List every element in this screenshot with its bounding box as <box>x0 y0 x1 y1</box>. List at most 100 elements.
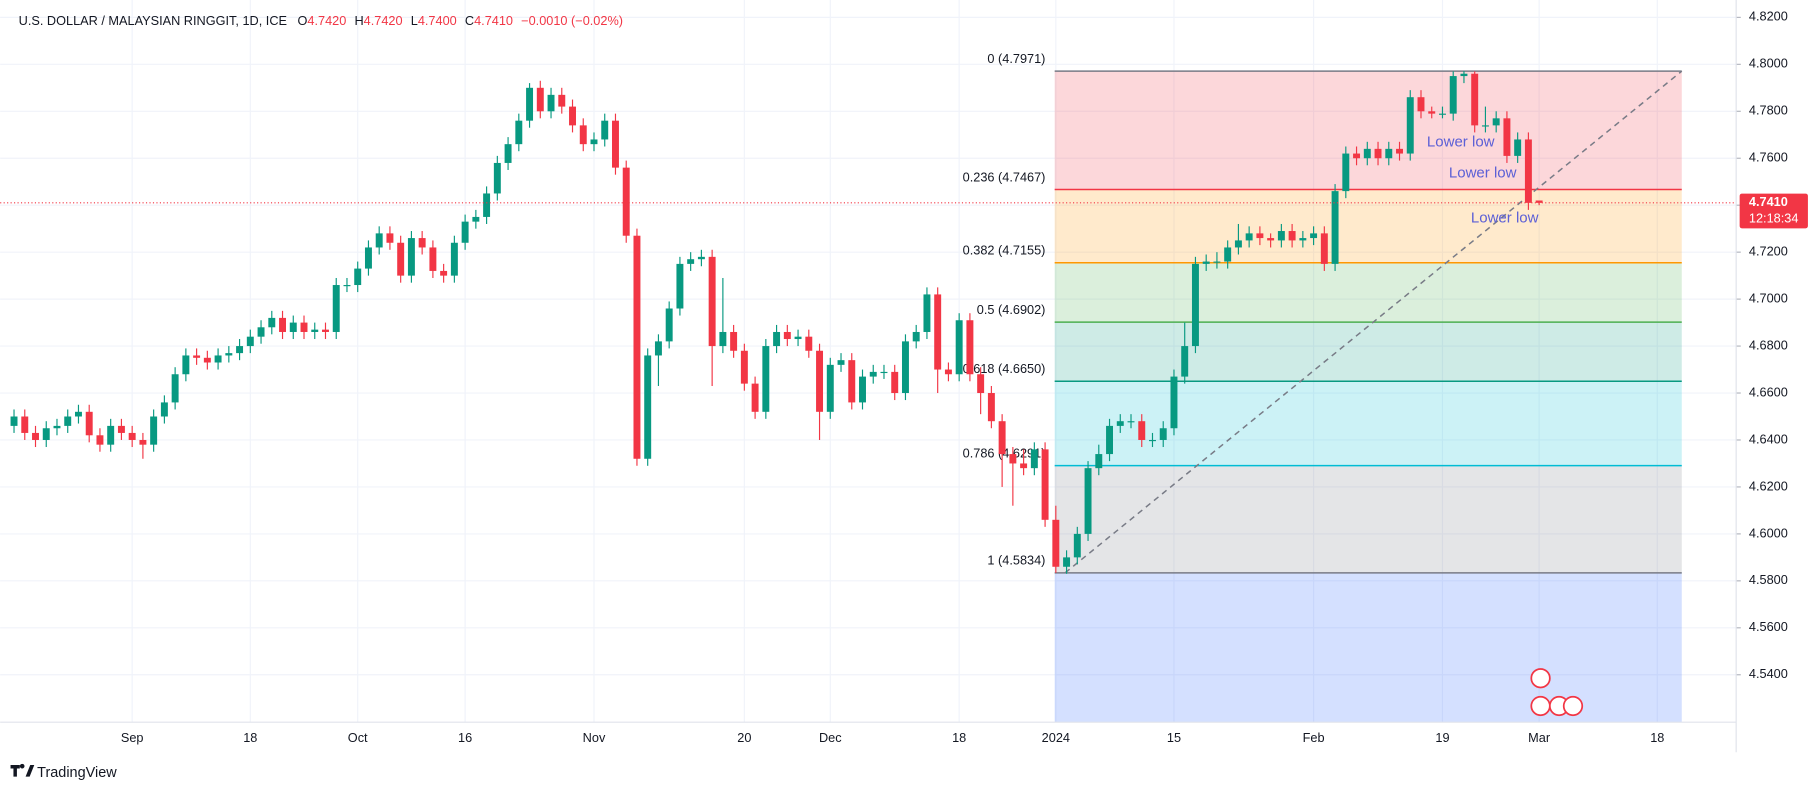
ohlc-key: C <box>465 13 474 28</box>
candle-body <box>579 125 587 145</box>
candle-body <box>1009 454 1017 464</box>
candle-body <box>1267 238 1275 241</box>
annotation: Lower low <box>1471 210 1539 227</box>
ohlc-value: 4.7400 <box>418 13 457 28</box>
candle-body <box>751 383 759 412</box>
candle-body <box>440 270 448 276</box>
candle-body <box>493 162 501 194</box>
candle-body <box>869 371 877 377</box>
candle-body <box>676 263 684 309</box>
fib-level-label: 0.382 (4.7155) <box>963 243 1046 258</box>
candle-body <box>547 94 555 112</box>
legend-header: U.S. DOLLAR / MALAYSIAN RINGGIT, 1D, ICE… <box>19 13 623 28</box>
fib-zone <box>1054 381 1682 466</box>
candle-body <box>1406 97 1414 154</box>
fib-zone <box>1054 189 1682 263</box>
y-tick-label: 4.6600 <box>1749 384 1788 399</box>
candle-body <box>1396 148 1403 154</box>
candle-body <box>773 331 781 347</box>
candle-body <box>1277 231 1285 241</box>
candle-body <box>300 322 308 332</box>
y-tick-label: 4.6200 <box>1749 478 1788 493</box>
candle-body <box>182 355 190 375</box>
candle-body <box>1245 233 1253 241</box>
candle-body <box>837 360 845 365</box>
candle-body <box>1138 421 1146 440</box>
candle-body <box>257 327 265 337</box>
candle-body <box>826 364 834 412</box>
candle-body <box>1041 449 1049 520</box>
candle-body <box>53 425 61 429</box>
candle-body <box>1116 421 1124 426</box>
candle-body <box>450 242 458 276</box>
event-icon[interactable] <box>1530 668 1551 689</box>
candle-body <box>1320 233 1328 264</box>
candle-body <box>687 259 695 264</box>
candle-body <box>1020 463 1028 469</box>
candle-body <box>1481 125 1489 127</box>
candle-body <box>1224 247 1232 262</box>
candle-body <box>150 416 158 445</box>
candle-body <box>1234 240 1242 248</box>
candle-body <box>1052 519 1060 567</box>
candle-body <box>343 285 351 287</box>
candle-body <box>1492 118 1500 126</box>
candle-body <box>332 285 340 332</box>
ohlc-key: L <box>411 13 418 28</box>
candle-body <box>364 247 372 269</box>
candle-body <box>1331 191 1339 264</box>
candle-body <box>708 256 716 347</box>
candle-body <box>85 411 93 436</box>
candle-body <box>805 336 813 351</box>
candle-body <box>418 238 426 248</box>
candle-body <box>171 374 179 403</box>
event-icon[interactable] <box>1530 695 1551 717</box>
candle-body <box>1460 73 1468 77</box>
ohlc-value: 4.7410 <box>474 13 513 28</box>
candle-body <box>1288 231 1296 241</box>
candle-body <box>955 320 963 375</box>
candle-body <box>622 167 630 236</box>
event-icon[interactable] <box>1562 695 1584 717</box>
candle-body <box>923 294 931 332</box>
candle-body <box>816 350 824 412</box>
ohlc-key: O <box>297 13 307 28</box>
fib-level-label: 1 (4.5834) <box>987 553 1045 568</box>
candle-body <box>1514 139 1522 156</box>
fib-level-label: 0 (4.7971) <box>987 51 1045 66</box>
candle-body <box>740 350 748 384</box>
x-tick-label: 20 <box>737 730 751 745</box>
candle-body <box>160 402 168 417</box>
trend-line <box>1064 70 1683 574</box>
y-tick-label: 4.6800 <box>1749 337 1788 352</box>
annotation: Lower low <box>1427 133 1495 150</box>
candle-body <box>1385 148 1393 159</box>
candle-body <box>912 331 920 342</box>
y-tick-label: 4.6000 <box>1749 525 1788 540</box>
candle-body <box>1524 139 1532 203</box>
candle-body <box>1159 428 1167 440</box>
x-tick-label: 18 <box>1650 730 1664 745</box>
candle-body <box>483 193 491 217</box>
candle-body <box>590 139 598 145</box>
candle-body <box>891 371 899 394</box>
candle-body <box>472 216 480 222</box>
candle-body <box>429 247 437 271</box>
candle-body <box>42 428 50 440</box>
candle-body <box>10 416 18 426</box>
x-tick-label: Mar <box>1528 730 1551 745</box>
candle-body <box>697 256 705 260</box>
candle-body <box>1535 200 1543 203</box>
candle-body <box>901 341 909 394</box>
x-tick-label: 15 <box>1167 730 1181 745</box>
x-tick-label: 16 <box>458 730 472 745</box>
y-tick-label: 4.8000 <box>1749 56 1788 71</box>
candle-body <box>322 329 329 332</box>
x-tick-label: 18 <box>952 730 966 745</box>
candle-body <box>654 341 662 356</box>
candle-body <box>859 376 866 403</box>
candle-body <box>762 346 770 412</box>
candle-body <box>1170 376 1178 429</box>
countdown: 12:18:34 <box>1749 210 1799 225</box>
candle-body <box>397 242 405 276</box>
